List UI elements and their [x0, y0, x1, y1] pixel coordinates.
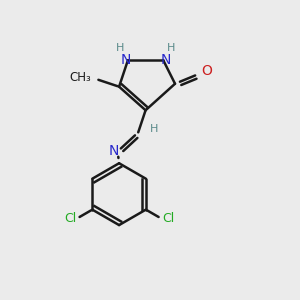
- Text: N: N: [120, 53, 131, 67]
- Text: N: N: [109, 144, 119, 158]
- Text: Cl: Cl: [64, 212, 76, 225]
- Text: N: N: [160, 53, 171, 67]
- Text: H: H: [150, 124, 159, 134]
- Text: O: O: [201, 64, 212, 78]
- Text: H: H: [167, 44, 176, 53]
- Text: H: H: [116, 44, 124, 53]
- Text: CH₃: CH₃: [69, 71, 91, 84]
- Text: Cl: Cl: [162, 212, 174, 225]
